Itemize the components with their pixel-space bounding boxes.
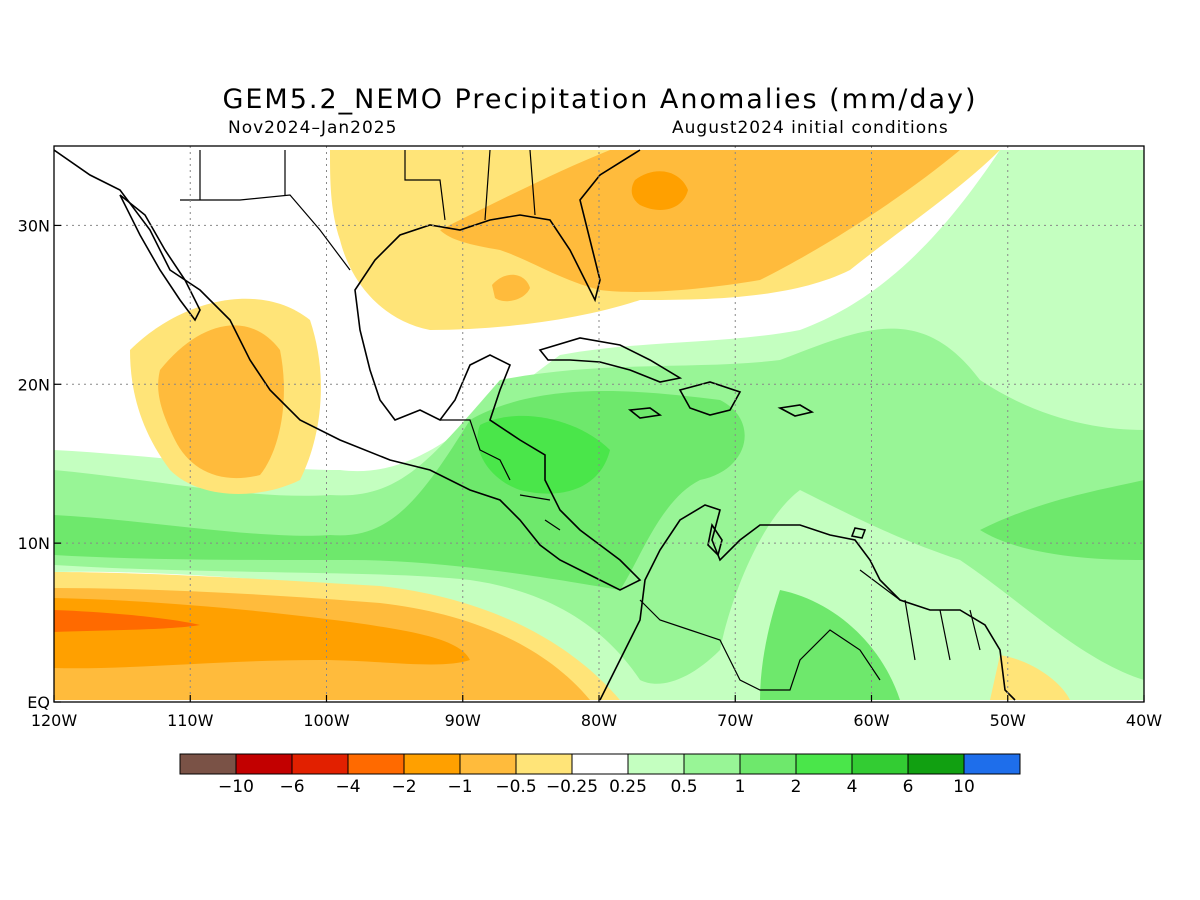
colorbar-swatch <box>795 753 853 775</box>
forecast-period: Nov2024–Jan2025 <box>228 118 398 138</box>
colorbar-swatch <box>235 753 293 775</box>
colorbar-label: −0.5 <box>495 777 536 797</box>
anomaly-fields <box>54 149 1144 701</box>
colorbar: −10 −6 −4 −2 −1 −0.5 −0.25 0.25 0.5 1 2 4 6 10 <box>179 753 1021 797</box>
colorbar-label: −2 <box>391 777 416 797</box>
colorbar-label: −1 <box>447 777 472 797</box>
north-america-coast <box>54 149 642 591</box>
x-tick-label: 100W <box>303 711 350 730</box>
x-axis: 120W 110W 100W 90W 80W 70W 60W 50W 40W <box>31 695 1162 730</box>
x-tick-label: 50W <box>990 711 1026 730</box>
colorbar-swatch <box>459 753 517 775</box>
colorbar-swatch <box>907 753 965 775</box>
x-tick-label: 90W <box>445 711 481 730</box>
x-tick-label: 120W <box>31 711 78 730</box>
colorbar-swatch <box>403 753 461 775</box>
colorbar-swatch <box>683 753 741 775</box>
wet-amazon <box>760 590 900 700</box>
dry-southeast-us <box>440 150 960 292</box>
cuba <box>538 337 683 383</box>
trinidad <box>850 527 867 539</box>
wet-east-atlantic <box>980 480 1144 560</box>
jamaica <box>627 407 663 419</box>
dry-pacific-core <box>54 610 200 632</box>
colorbar-label: −6 <box>279 777 304 797</box>
political-borders <box>180 149 981 691</box>
grid-lines <box>54 146 1144 702</box>
colorbar-label: 0.25 <box>609 777 647 797</box>
colorbar-swatch <box>515 753 573 775</box>
colorbar-label: −0.25 <box>546 777 598 797</box>
colorbar-swatch <box>291 753 349 775</box>
x-tick-label: 110W <box>167 711 214 730</box>
colorbar-label: 10 <box>953 777 975 797</box>
colorbar-swatch <box>739 753 797 775</box>
colorbar-label: 1 <box>735 777 746 797</box>
colorbar-swatch <box>963 753 1021 775</box>
y-tick-label: 20N <box>18 375 50 394</box>
dry-atlantic-core <box>631 171 688 210</box>
colorbar-swatch <box>179 753 237 775</box>
central-america-borders <box>440 419 561 531</box>
plot-title: GEM5.2_NEMO Precipitation Anomalies (mm/… <box>222 84 978 115</box>
colorbar-swatch <box>347 753 405 775</box>
colorbar-label: 0.5 <box>670 777 697 797</box>
baja-california <box>119 194 201 322</box>
colorbar-swatch <box>571 753 629 775</box>
y-tick-label: EQ <box>27 693 50 712</box>
colorbar-label: −10 <box>218 777 254 797</box>
x-tick-label: 80W <box>581 711 617 730</box>
lake-maracaibo <box>707 522 723 557</box>
south-america-borders <box>639 569 981 691</box>
x-tick-label: 70W <box>717 711 753 730</box>
dry-gulf-core <box>492 274 530 302</box>
south-america-coast <box>599 504 1016 701</box>
hispaniola <box>678 381 742 416</box>
dry-guiana-coast <box>990 655 1070 700</box>
colorbar-swatch <box>851 753 909 775</box>
colorbar-label: 4 <box>847 777 858 797</box>
y-axis: EQ 10N 20N 30N <box>18 216 61 712</box>
coastlines <box>54 149 1016 701</box>
colorbar-swatch <box>627 753 685 775</box>
x-tick-label: 40W <box>1126 711 1162 730</box>
dry-eastern-pacific-strong <box>54 598 470 669</box>
initial-conditions: August2024 initial conditions <box>672 118 949 138</box>
colorbar-label: 6 <box>903 777 914 797</box>
puerto-rico <box>777 404 815 417</box>
colorbar-label: 2 <box>791 777 802 797</box>
y-tick-label: 10N <box>18 534 50 553</box>
colorbar-label: −4 <box>335 777 360 797</box>
us-state-lines <box>199 149 536 221</box>
us-mexico-border <box>180 194 351 271</box>
y-tick-label: 30N <box>18 216 50 235</box>
x-tick-label: 60W <box>853 711 889 730</box>
